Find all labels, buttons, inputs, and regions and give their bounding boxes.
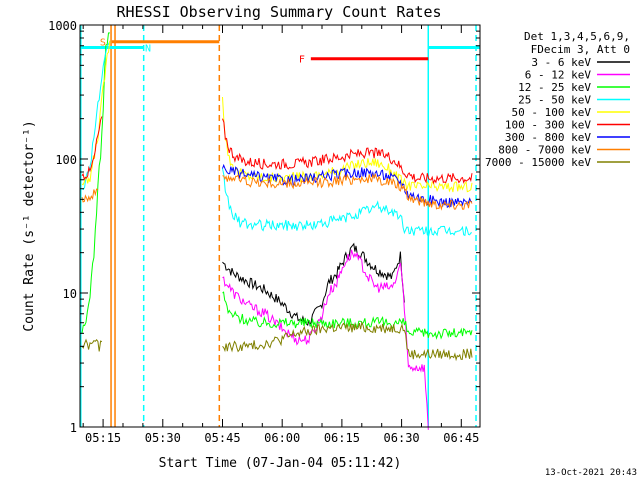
flare-segment-0-label: F <box>299 55 305 66</box>
legend-header-1: FDecim 3, Att 0 <box>531 43 630 56</box>
axis-ticks: 05:15 05:30 05:45 06:00 06:15 06:30 06:45 1 10 10… <box>48 19 480 445</box>
series-line-2-0 <box>81 32 110 334</box>
series-line-7-0 <box>81 188 99 203</box>
x-axis-label: Start Time (07-Jan-04 05:11:42) <box>159 456 402 471</box>
x-tick-label-0: 05:15 <box>85 431 121 445</box>
legend-entry-8: 7000 - 15000 keV <box>485 156 591 169</box>
series-line-8-1 <box>222 320 473 362</box>
y-tick-label-2: 100 <box>55 153 77 167</box>
y-tick-label-0: 1 <box>70 421 77 435</box>
legend-entry-2: 12 - 25 keV <box>518 81 591 94</box>
attenuator-segment-0-label: S <box>100 38 106 49</box>
legend-entry-3: 25 - 50 keV <box>518 94 591 107</box>
series-line-2-1 <box>222 291 473 340</box>
x-tick-label-6: 06:45 <box>443 431 479 445</box>
series-line-4-1 <box>222 96 473 193</box>
series-line-5-0 <box>81 116 103 181</box>
x-tick-label-2: 05:45 <box>204 431 240 445</box>
timestamp: 13-Oct-2021 20:43 <box>545 468 637 478</box>
series-line-1-0 <box>222 249 429 430</box>
legend-entry-5: 100 - 300 keV <box>505 119 591 132</box>
x-tick-label-4: 06:15 <box>324 431 360 445</box>
series-line-8-0 <box>81 338 103 352</box>
plot-area: N S F <box>80 25 480 430</box>
legend-entry-7: 800 - 7000 keV <box>498 144 591 157</box>
legend: Det 1,3,4,5,6,9,FDecim 3, Att 03 - 6 keV… <box>485 30 630 169</box>
x-tick-label-5: 06:30 <box>384 431 420 445</box>
legend-entry-0: 3 - 6 keV <box>531 56 591 69</box>
chart-title: RHESSI Observing Summary Count Rates <box>116 3 441 21</box>
series-line-0-0 <box>222 242 405 327</box>
legend-entry-1: 6 - 12 keV <box>525 69 592 82</box>
legend-entry-6: 300 - 800 keV <box>505 131 591 144</box>
legend-header-0: Det 1,3,4,5,6,9, <box>524 30 630 43</box>
y-tick-label-1: 10 <box>63 287 77 301</box>
series-line-5-1 <box>222 118 473 185</box>
y-axis-label: Count Rate (s⁻¹ detector⁻¹) <box>22 120 37 331</box>
y-tick-label-3: 1000 <box>48 19 77 33</box>
x-tick-label-3: 06:00 <box>264 431 300 445</box>
series-line-3-1 <box>222 168 473 238</box>
series-line-3-0 <box>81 41 111 191</box>
series-line-6-0 <box>222 163 473 208</box>
series-line-7-1 <box>222 172 473 211</box>
legend-entry-4: 50 - 100 keV <box>512 106 592 119</box>
plot-frame <box>79 24 481 428</box>
night-segment-0-label: N <box>145 43 151 54</box>
x-tick-label-1: 05:30 <box>145 431 181 445</box>
